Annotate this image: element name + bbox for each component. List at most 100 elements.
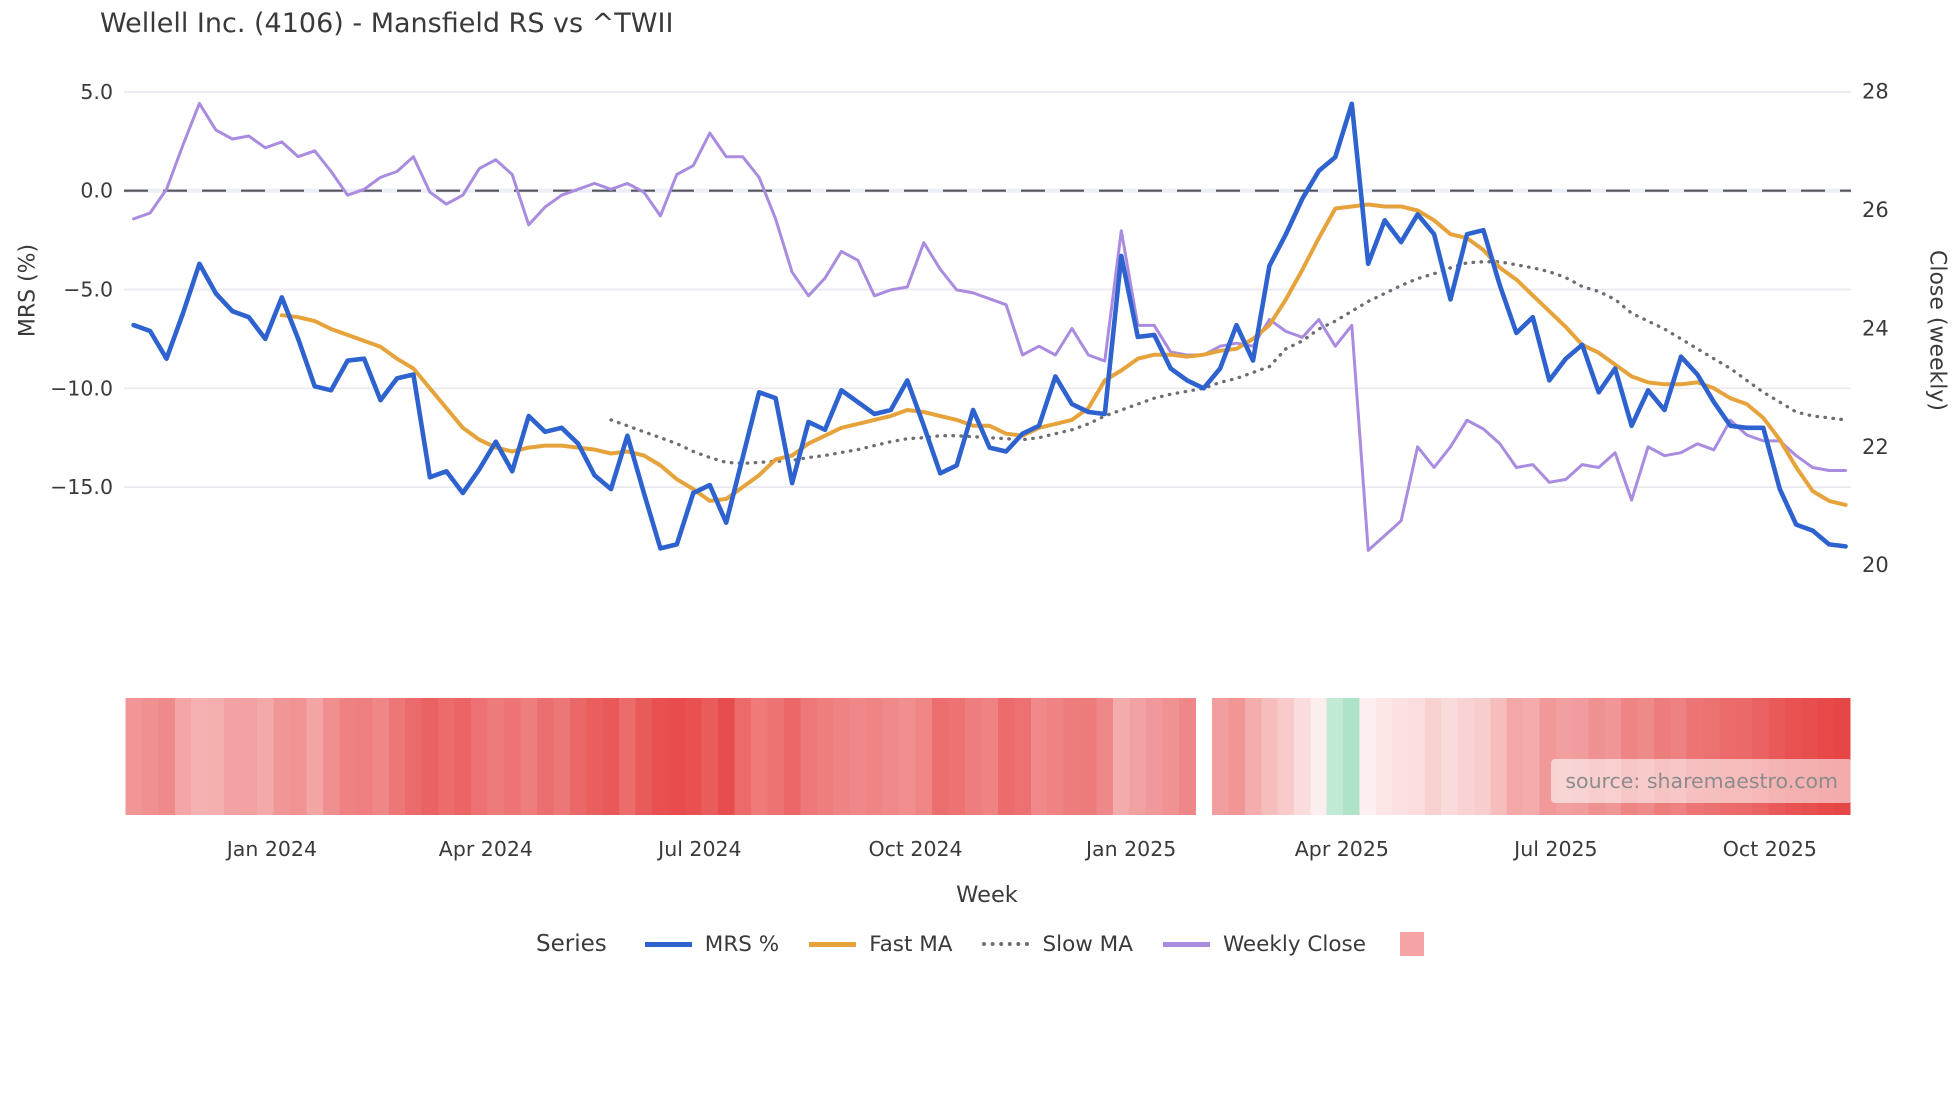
- right-axis-tick: 20: [1862, 553, 1889, 577]
- right-axis-tick: 28: [1862, 80, 1889, 104]
- heatmap-cell: [800, 698, 818, 815]
- heatmap-cell: [619, 698, 637, 815]
- legend-label: Weekly Close: [1222, 931, 1366, 957]
- heatmap-cell: [767, 698, 785, 815]
- source-watermark: source: sharemaestro.com: [1551, 759, 1852, 803]
- heatmap-cell: [569, 698, 587, 815]
- heatmap-cell: [1408, 698, 1426, 815]
- heatmap-cell: [849, 698, 867, 815]
- legend-label: Fast MA: [869, 931, 953, 957]
- heatmap-cell: [421, 698, 439, 815]
- heatmap-cell: [1294, 698, 1311, 815]
- heatmap-cell: [1277, 698, 1295, 815]
- heatmap-cell: [405, 698, 423, 815]
- x-axis-tick: Apr 2024: [439, 837, 533, 861]
- heatmap-cell: [866, 698, 884, 815]
- x-axis-tick: Jan 2025: [1084, 837, 1176, 861]
- legend-swatch: [644, 941, 692, 947]
- heatmap-cell: [536, 698, 554, 815]
- legend-swatch: [809, 941, 857, 947]
- heatmap-cell: [174, 698, 192, 815]
- heatmap-cell: [1178, 698, 1196, 815]
- heatmap-cell: [833, 698, 851, 815]
- heatmap-cell: [652, 698, 670, 815]
- x-axis-tick: Jul 2025: [1512, 837, 1597, 861]
- heatmap-cell: [1359, 698, 1377, 815]
- heatmap-cell: [1261, 698, 1279, 815]
- slow-ma-line: [609, 260, 1848, 466]
- x-axis-tick: Apr 2025: [1295, 837, 1389, 861]
- heatmap-cell: [718, 698, 735, 815]
- legend-label: MRS %: [704, 931, 780, 957]
- legend-item-weekly-close: Weekly Close: [1162, 931, 1366, 957]
- heatmap-cell: [322, 698, 340, 815]
- heatmap-cell: [1162, 698, 1180, 815]
- heatmap-cell: [964, 698, 982, 815]
- heatmap-cell: [997, 698, 1015, 815]
- heatmap-cell: [981, 698, 999, 815]
- heatmap-cell: [520, 698, 538, 815]
- left-axis-tick: 0.0: [80, 179, 113, 203]
- heatmap-cell: [1146, 698, 1163, 815]
- left-axis-tick: −5.0: [63, 278, 113, 302]
- legend-label: Slow MA: [1042, 931, 1133, 957]
- heatmap-cell: [207, 698, 225, 815]
- heatmap-cell: [1441, 698, 1459, 815]
- heatmap-cell: [125, 698, 143, 815]
- heatmap-cell: [1310, 698, 1328, 815]
- left-axis-tick: 5.0: [80, 80, 113, 104]
- heatmap-cell: [1096, 698, 1114, 815]
- heatmap-cell: [750, 698, 768, 815]
- left-axis-tick: −10.0: [50, 376, 113, 400]
- heatmap-cell: [783, 698, 801, 815]
- heatmap-cell: [438, 698, 456, 815]
- heatmap-cell: [915, 698, 933, 815]
- legend: Series MRS % Fast MA Slow MA Weekly Close: [0, 921, 1960, 967]
- heatmap-cell: [191, 698, 209, 815]
- heatmap-cell: [899, 698, 917, 815]
- x-axis-title: Week: [956, 882, 1018, 908]
- heatmap-cell: [602, 698, 620, 815]
- left-axis-tick: −15.0: [50, 475, 113, 499]
- heatmap-cell: [471, 698, 489, 815]
- heatmap-cell: [685, 698, 703, 815]
- heatmap-cell: [1326, 698, 1344, 815]
- right-axis-tick: 22: [1862, 435, 1889, 459]
- heatmap-cell: [290, 698, 307, 815]
- right-axis-tick: 26: [1862, 198, 1889, 222]
- heatmap-cell: [668, 698, 686, 815]
- heatmap-cell: [1457, 698, 1475, 815]
- heatmap-cell: [1014, 698, 1032, 815]
- heatmap-cell: [1343, 698, 1360, 815]
- heatmap-cell: [1392, 698, 1410, 815]
- heatmap-cell: [553, 698, 571, 815]
- heatmap-cell: [504, 698, 521, 815]
- x-axis-tick: Jan 2024: [225, 837, 317, 861]
- heatmap-cell: [1424, 698, 1442, 815]
- legend-item-mrs-: MRS %: [644, 931, 780, 957]
- heatmap-cell: [372, 698, 390, 815]
- heatmap-cell: [1030, 698, 1048, 815]
- page-title: Wellell Inc. (4106) - Mansfield RS vs ^T…: [100, 8, 674, 39]
- heatmap-cell: [635, 698, 653, 815]
- heatmap-cell: [454, 698, 472, 815]
- weekly-close-line: [132, 101, 1848, 552]
- legend-item-fast-ma: Fast MA: [809, 932, 952, 957]
- heatmap-cell: [882, 698, 900, 815]
- legend-title: Series: [536, 931, 607, 957]
- heatmap-cell: [1375, 698, 1393, 815]
- heatmap-cell: [1047, 698, 1065, 815]
- heatmap-cell: [1080, 698, 1098, 815]
- legend-swatch: [982, 942, 1030, 946]
- legend-heatmap-swatch: [1399, 932, 1424, 956]
- heatmap-cell: [487, 698, 505, 815]
- heatmap-cell: [1506, 698, 1524, 815]
- heatmap-cell: [257, 698, 275, 815]
- heatmap-cell: [339, 698, 357, 815]
- heatmap-cell: [306, 698, 324, 815]
- heatmap-cell: [1212, 698, 1230, 815]
- x-axis-tick: Jul 2024: [656, 837, 741, 861]
- x-axis-tick: Oct 2024: [868, 837, 962, 861]
- heatmap-cell: [1129, 698, 1147, 815]
- heatmap-cell: [586, 698, 604, 815]
